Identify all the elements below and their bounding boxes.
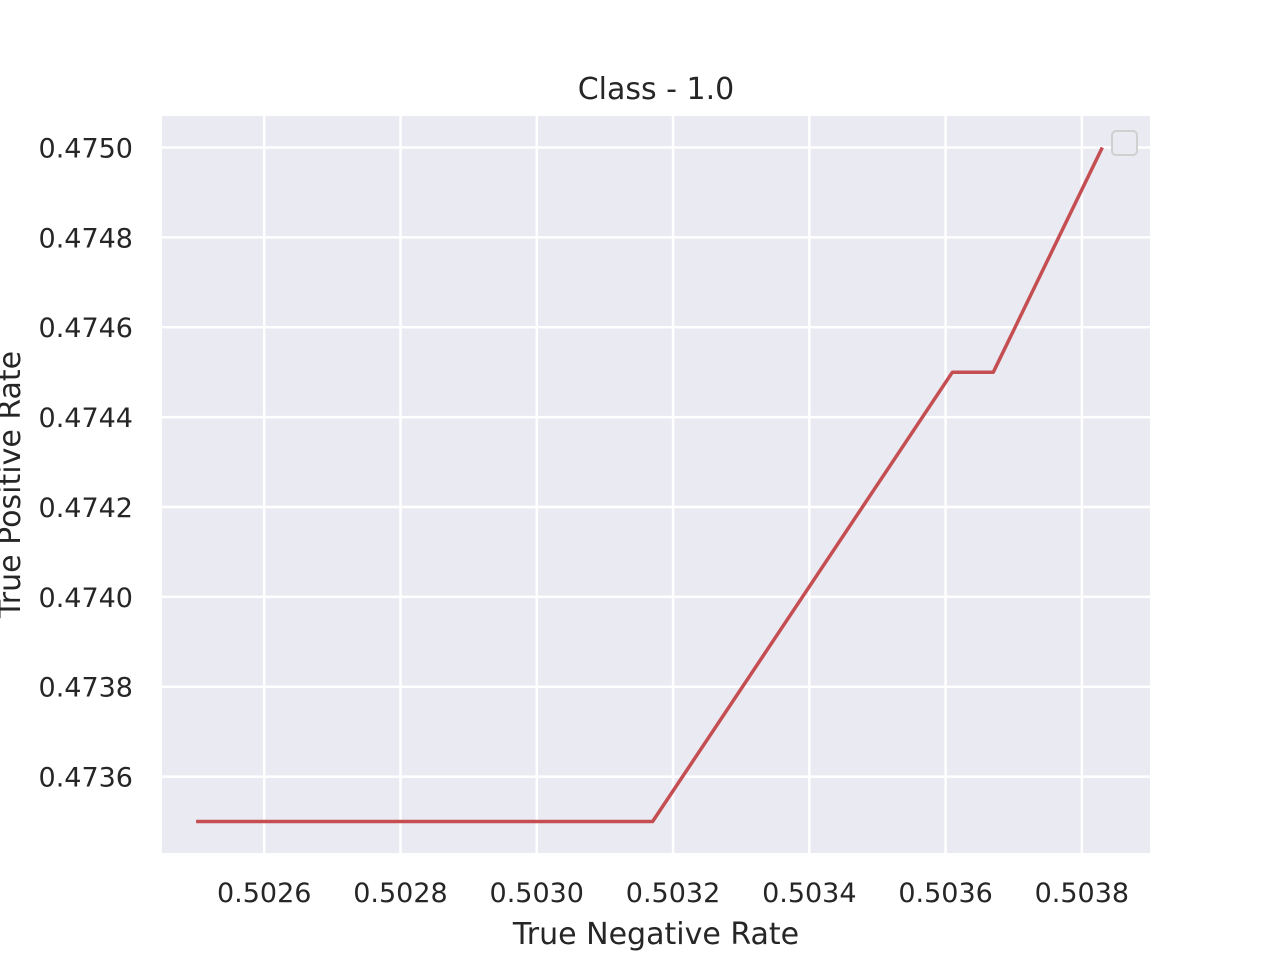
y-tick-label: 0.4742	[39, 493, 133, 524]
chart-title: Class - 1.0	[578, 72, 735, 107]
y-tick-label: 0.4744	[39, 403, 133, 434]
x-tick-label: 0.5026	[217, 878, 311, 909]
y-tick-label: 0.4738	[39, 673, 133, 704]
series-line	[196, 146, 1104, 824]
x-tick-label: 0.5036	[898, 878, 992, 909]
plot-area	[162, 116, 1150, 853]
y-tick-label: 0.4736	[39, 763, 133, 794]
x-tick-label: 0.5030	[490, 878, 584, 909]
y-tick-label: 0.4746	[39, 313, 133, 344]
y-tick-label: 0.4750	[39, 133, 133, 164]
x-axis-label: True Negative Rate	[512, 917, 799, 952]
y-tick-label: 0.4740	[39, 583, 133, 614]
x-tick-label: 0.5038	[1035, 878, 1129, 909]
x-tick-label: 0.5032	[626, 878, 720, 909]
legend-box	[1111, 130, 1138, 156]
y-tick-label: 0.4748	[39, 223, 133, 254]
x-tick-label: 0.5028	[353, 878, 447, 909]
series-layer	[196, 146, 1104, 824]
y-tick-labels: 0.4736 0.4738 0.4740 0.4742 0.4744 0.4746 0.47…	[39, 133, 133, 793]
x-tick-label: 0.5034	[762, 878, 856, 909]
x-tick-labels: 0.5026 0.5028 0.5030 0.5032 0.5034 0.5036 0.50…	[217, 878, 1129, 909]
y-axis-label: True Positive Rate	[0, 351, 28, 619]
grid-lines	[162, 116, 1150, 853]
